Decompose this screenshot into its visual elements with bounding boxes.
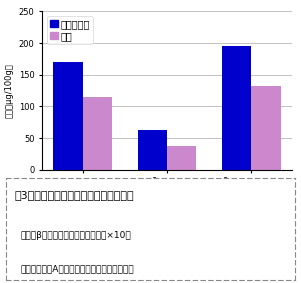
Text: ビタミAはレチノール当量，日南１号．: ビタミAはレチノール当量，日南１号． <box>20 264 134 273</box>
Legend: 周年マルチ, 対照: 周年マルチ, 対照 <box>47 16 93 44</box>
Text: 注）　βクリプトキサンチン含量は×10，: 注） βクリプトキサンチン含量は×10， <box>20 231 131 240</box>
Bar <box>54 62 83 170</box>
Bar <box>251 86 281 170</box>
Bar <box>167 146 197 170</box>
Bar <box>222 46 251 170</box>
Bar <box>83 97 112 170</box>
Text: 図3　周年マルチ根培果実の機能性成分: 図3 周年マルチ根培果実の機能性成分 <box>15 190 134 201</box>
Bar <box>138 130 167 170</box>
Y-axis label: 含量（μg/100g）: 含量（μg/100g） <box>4 63 13 118</box>
